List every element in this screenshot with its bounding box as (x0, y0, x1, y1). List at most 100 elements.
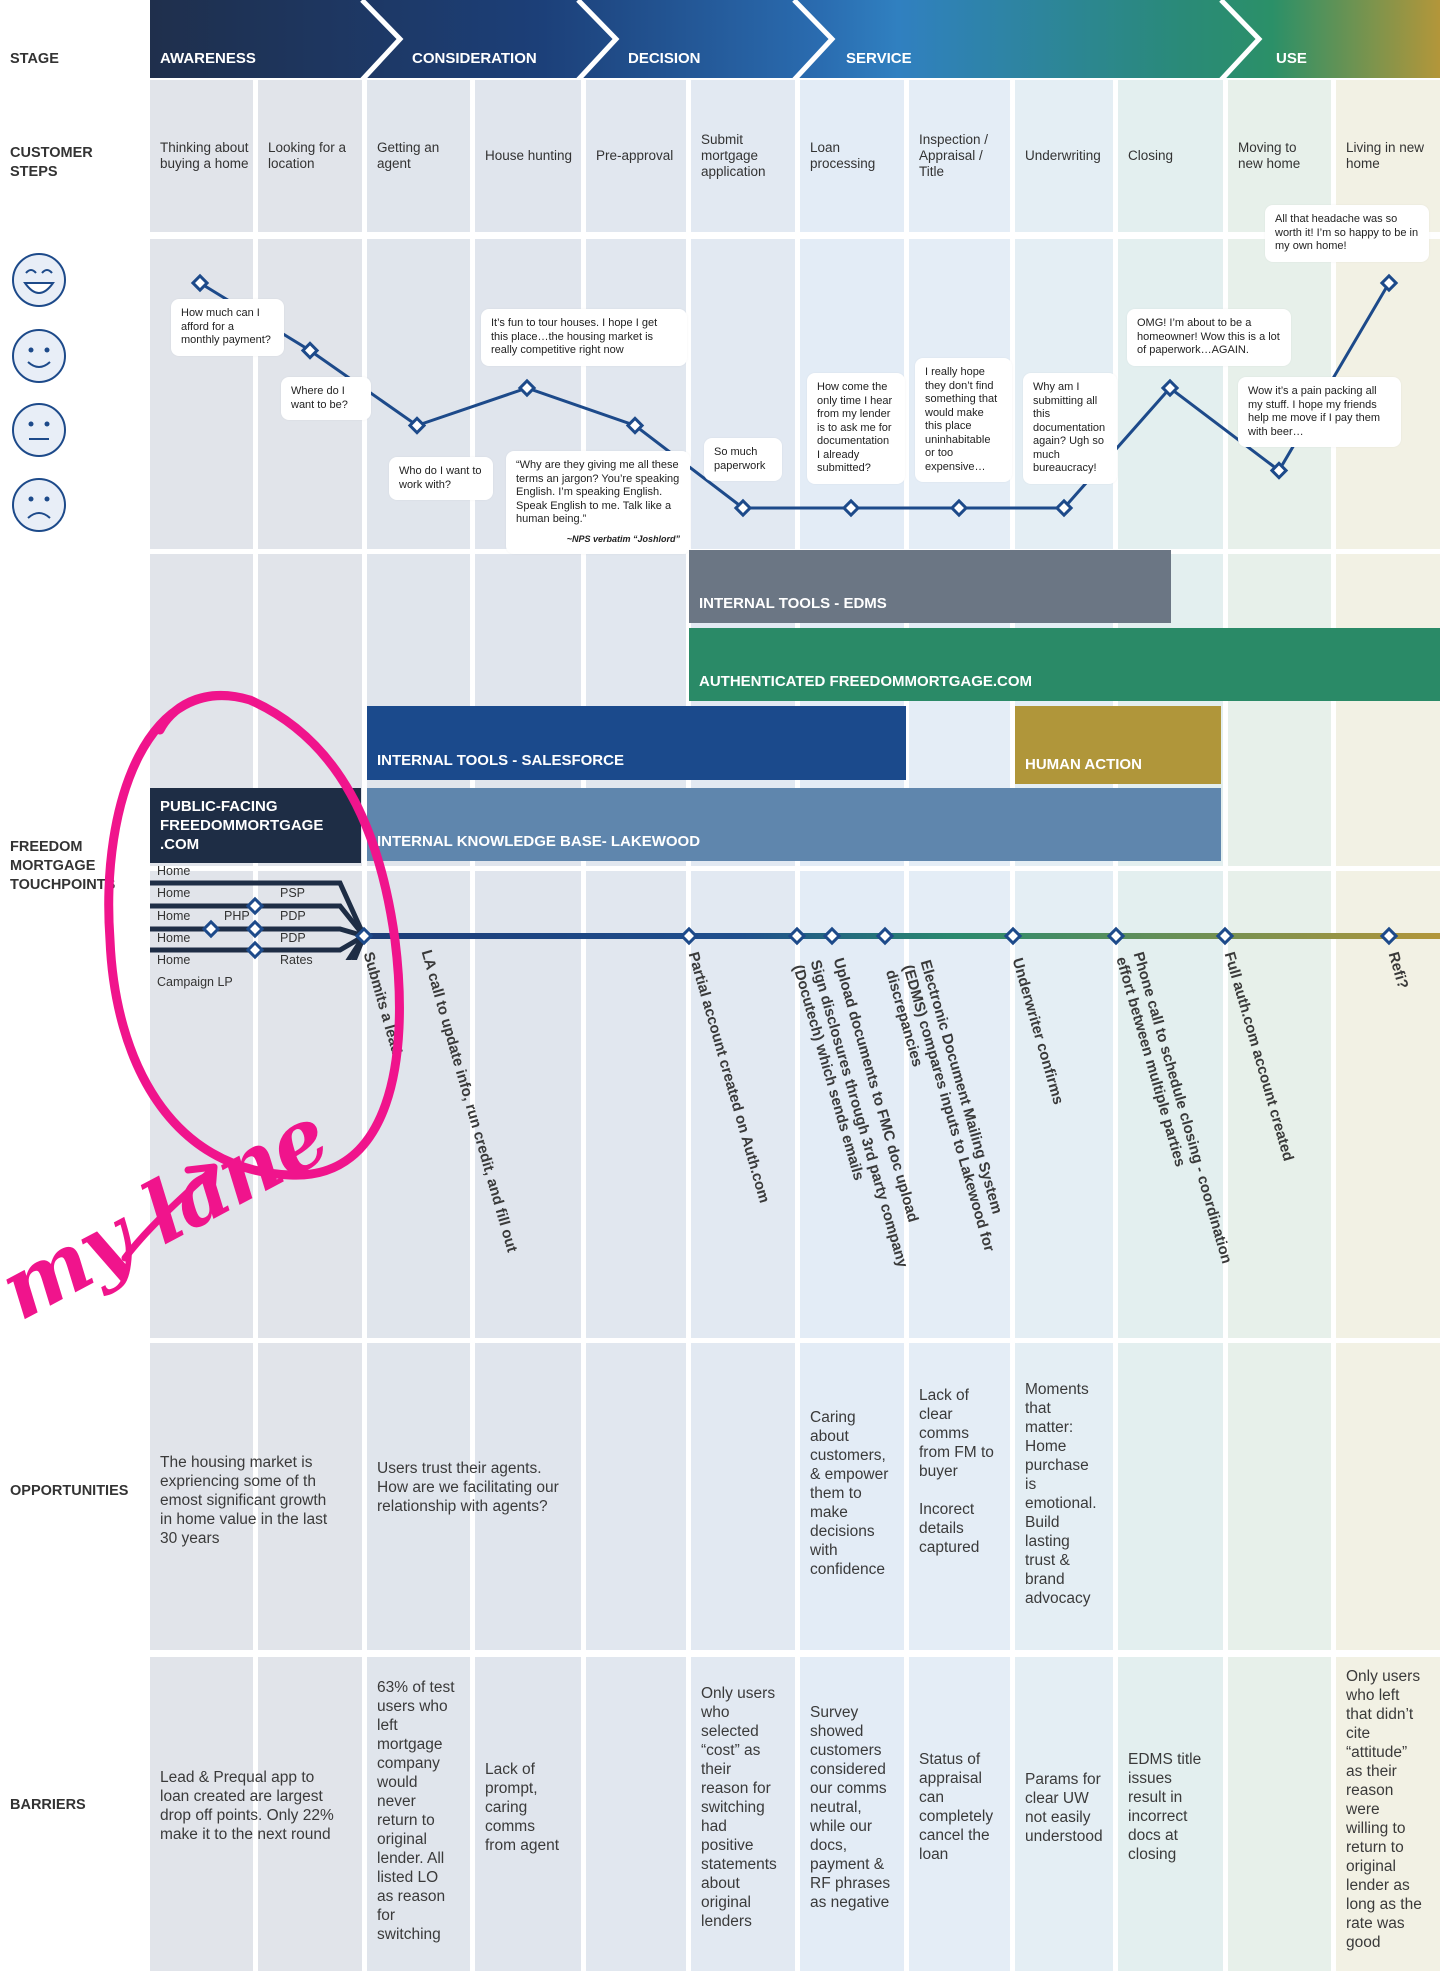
very-happy-face-icon (12, 253, 66, 307)
system-bar-salesforce: INTERNAL TOOLS - SALESFORCE (367, 706, 906, 780)
row-divider (150, 866, 1440, 871)
quote-bubble: Who do I want to work with? (389, 457, 493, 500)
touchpoint-marker (245, 919, 265, 939)
customer-step: Looking for a location (268, 140, 347, 171)
touchpoint-marker (245, 940, 265, 960)
touchpoint-marker (679, 926, 699, 946)
path-label: Home (157, 886, 191, 900)
path-label: PHP (224, 909, 250, 923)
stage-banner (150, 0, 1440, 78)
emotion-point (1269, 461, 1289, 480)
touchpoint-lines (150, 880, 1440, 960)
emotion-curve (190, 273, 1399, 518)
path-label: Campaign LP (157, 975, 233, 989)
emotion-point (841, 498, 861, 518)
opportunity-text: The housing market is expriencing some o… (160, 1454, 328, 1547)
annotation-circle (104, 691, 404, 1262)
barrier-text: Lack of prompt, caring comms from agent (485, 1761, 560, 1854)
path-label: PSP (280, 886, 306, 900)
customer-step: Living in new home (1346, 140, 1425, 171)
row-label-customer-steps: CUSTOMER STEPS (10, 145, 93, 180)
opportunity-text: Caring about customers, & empower them t… (810, 1409, 889, 1578)
path-label: Home (157, 909, 191, 923)
customer-step: Underwriting (1025, 148, 1101, 163)
touchpoint-marker (1106, 926, 1126, 946)
touchpoint-marker (245, 896, 265, 916)
opportunity-text: Moments that matter: Home purchase is em… (1025, 1381, 1097, 1607)
touchpoint-marker (1215, 926, 1235, 946)
path-label: Home (157, 864, 191, 878)
row-divider (150, 1650, 1440, 1657)
quote-bubble: Why am I submitting all this documentati… (1023, 373, 1117, 484)
path-label: Home (157, 931, 191, 945)
annotation-arrow (121, 1166, 216, 1262)
opportunity-text: Lack of clear comms from FM to buyer Inc… (919, 1387, 994, 1556)
customer-step: Getting an agent (377, 140, 440, 171)
customer-step: Closing (1128, 148, 1174, 163)
barrier-text: Only users who selected “cost” as their … (701, 1685, 777, 1930)
emotion-point (949, 498, 969, 518)
touchpoint-marker (787, 926, 807, 946)
barrier-text: EDMS title issues result in incorrect do… (1128, 1751, 1202, 1863)
customer-step: Inspection / Appraisal / Title (919, 132, 989, 179)
path-label: PDP (280, 909, 306, 923)
emotion-point (190, 273, 210, 293)
quote-bubble: How much can I afford for a monthly paym… (171, 299, 284, 356)
system-bar-public-facing: PUBLIC-FACING FREEDOMMORTGAGE .COM (150, 788, 361, 863)
customer-step: Pre-approval (596, 148, 674, 163)
emotion-point (625, 416, 645, 435)
emotion-point (1379, 273, 1399, 293)
touchpoint-marker (354, 926, 374, 946)
barrier-text: Params for clear UW not easily understoo… (1025, 1771, 1103, 1845)
system-bar-authenticated: AUTHENTICATED FREEDOMMORTGAGE.COM (689, 628, 1440, 701)
quote-bubble: So much paperwork (704, 438, 782, 481)
barrier-text: Survey showed customers considered our c… (810, 1704, 891, 1911)
barrier-text: 63% of test users who left mortgage comp… (377, 1679, 455, 1943)
barrier-text: Lead & Prequal app to loan created are l… (160, 1769, 334, 1843)
emotion-point (300, 341, 320, 360)
customer-step: Thinking about buying a home (160, 140, 249, 171)
quote-text: “Why are they giving me all these terms … (516, 459, 680, 525)
touchpoint-marker (1379, 926, 1399, 946)
emotion-point (1054, 498, 1074, 518)
customer-step: Loan processing (810, 140, 876, 171)
quote-bubble: It’s fun to tour houses. I hope I get th… (481, 309, 687, 366)
emotion-point (517, 378, 537, 398)
customer-step: Submit mortgage application (701, 132, 766, 179)
row-label-opportunities: OPPORTUNITIES (10, 1483, 129, 1499)
row-label-barriers: BARRIERS (10, 1797, 86, 1813)
path-label: PDP (280, 931, 306, 945)
neutral-face-icon (12, 403, 66, 457)
quote-bubble: Where do I want to be? (281, 377, 371, 420)
system-bar-human-action: HUMAN ACTION (1015, 706, 1221, 784)
touchpoint-marker (875, 926, 895, 946)
stage-awareness: AWARENESS (160, 50, 256, 67)
customer-step: Moving to new home (1238, 140, 1301, 171)
stage-use: USE (1276, 50, 1307, 67)
path-label: Home (157, 953, 191, 967)
touchpoint-marker (1003, 926, 1023, 946)
emotion-point (1160, 378, 1180, 398)
happy-face-icon (12, 329, 66, 383)
emotion-line (199, 281, 1391, 510)
touchpoint-marker (201, 919, 221, 939)
sad-face-icon (12, 478, 66, 532)
barrier-text: Status of appraisal can completely cance… (919, 1751, 994, 1863)
quote-bubble: Wow it’s a pain packing all my stuff. I … (1238, 377, 1401, 447)
stage-decision: DECISION (628, 50, 701, 67)
quote-bubble: OMG! I’m about to be a homeowner! Wow th… (1127, 309, 1291, 366)
row-label-touchpoints: FREEDOM MORTGAGE TOUCHPOINTS (10, 839, 116, 893)
row-divider (150, 232, 1440, 239)
barrier-text: Only users who left that didn’t cite “at… (1346, 1668, 1422, 1951)
customer-step: House hunting (485, 148, 573, 163)
emotion-point (407, 416, 427, 435)
emotion-scale (12, 253, 66, 532)
row-divider (150, 1338, 1440, 1343)
quote-bubble: How come the only time I hear from my le… (807, 373, 905, 484)
stage-consideration: CONSIDERATION (412, 50, 537, 67)
path-label: Rates (280, 953, 313, 967)
system-bar-knowledge-base: INTERNAL KNOWLEDGE BASE- LAKEWOOD (367, 788, 1221, 861)
emotion-point (733, 498, 753, 518)
stage-chevrons (360, 0, 1263, 80)
stage-service: SERVICE (846, 50, 912, 67)
